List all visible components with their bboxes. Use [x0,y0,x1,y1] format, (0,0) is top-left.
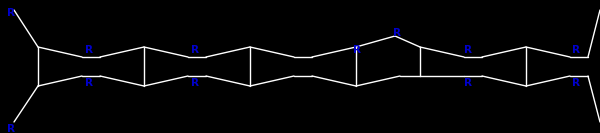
Text: R: R [7,124,15,133]
Text: R: R [464,78,472,88]
Text: R: R [7,8,15,18]
Text: R: R [393,28,401,38]
Text: R: R [85,45,93,55]
Text: R: R [191,78,199,88]
Text: R: R [191,45,199,55]
Text: R: R [572,78,580,88]
Text: R: R [85,78,93,88]
Text: R: R [572,45,580,55]
Text: R: R [353,45,361,55]
Text: R: R [464,45,472,55]
